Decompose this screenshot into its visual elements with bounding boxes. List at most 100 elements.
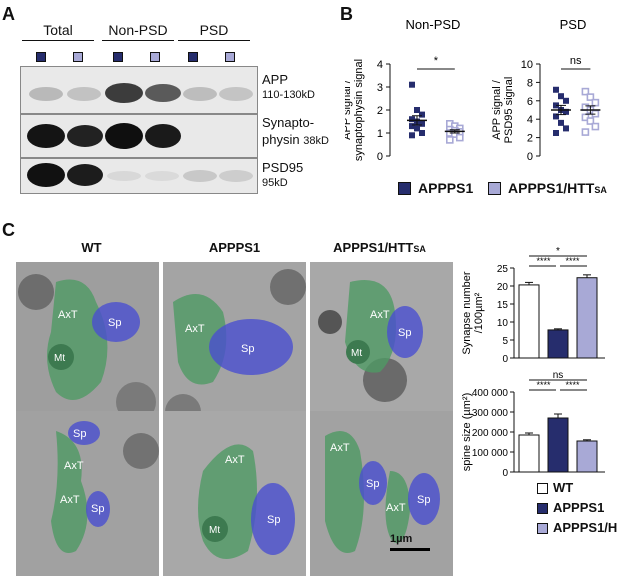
em-label-axt: AxT bbox=[370, 309, 390, 321]
y-tick-label: 2 bbox=[377, 105, 383, 117]
bar-2 bbox=[576, 440, 598, 473]
em-label-sp: Sp bbox=[73, 428, 86, 440]
data-point bbox=[563, 97, 569, 104]
blot-synaptophysin bbox=[20, 114, 258, 158]
data-point bbox=[563, 108, 569, 115]
chart-title: PSD bbox=[560, 18, 587, 32]
legend-b-label-htt: APPPS1/HTTSA bbox=[508, 180, 607, 196]
em-label-axt: AxT bbox=[60, 494, 80, 506]
blot-label-app: APP bbox=[262, 72, 289, 87]
group-line-non-psd bbox=[102, 40, 174, 41]
data-point bbox=[409, 81, 415, 88]
data-point bbox=[414, 107, 420, 113]
bar-1 bbox=[547, 417, 569, 473]
legend-c-label-htt: APPPS1/HTTSA bbox=[553, 520, 617, 535]
em-image-htt-top: AxT Sp Mt bbox=[310, 262, 453, 427]
y-tick-label: 2 bbox=[527, 133, 533, 145]
y-tick-label: 0 bbox=[527, 151, 533, 163]
y-tick-label: 10 bbox=[521, 59, 533, 71]
data-point bbox=[586, 93, 595, 101]
data-point bbox=[581, 128, 590, 136]
em-label-mt: Mt bbox=[209, 525, 220, 536]
group-line-psd bbox=[178, 40, 250, 41]
y-axis-label: /100µm² bbox=[473, 292, 485, 333]
y-axis-label: APP signal / bbox=[491, 79, 503, 140]
significance-label: **** bbox=[565, 380, 580, 390]
legend-c-swatch-wt bbox=[537, 483, 548, 494]
legend-c-swatch-apppps1 bbox=[537, 503, 548, 514]
y-axis-label: APP signal / bbox=[345, 79, 353, 140]
y-tick-label: 6 bbox=[527, 96, 533, 108]
group-non-psd: Non-PSD bbox=[108, 22, 168, 38]
blot-label-synaptophysin-2: physin 38kD bbox=[262, 132, 329, 147]
scale-bar bbox=[390, 548, 430, 551]
data-point bbox=[419, 130, 425, 136]
y-tick-label: 20 bbox=[497, 282, 509, 293]
y-tick-label: 5 bbox=[502, 336, 508, 347]
legend-c-label-apppps1: APPPS1 bbox=[553, 500, 605, 515]
blot-app bbox=[20, 66, 258, 114]
scatter-psd: PSD 0 2 4 6 8 10 APP signal / PSD95 signal ns bbox=[491, 18, 601, 163]
chart-title: Non-PSD bbox=[406, 18, 461, 32]
y-tick-label: 0 bbox=[502, 468, 508, 479]
y-tick-label: 300 000 bbox=[472, 408, 509, 419]
bar-0 bbox=[518, 284, 540, 359]
data-point bbox=[419, 111, 425, 118]
em-label-axt: AxT bbox=[225, 454, 245, 466]
data-point bbox=[558, 119, 564, 126]
em-label-axt: AxT bbox=[330, 442, 350, 454]
y-tick-label: 0 bbox=[502, 354, 508, 365]
data-point bbox=[409, 123, 415, 130]
lane-marker-htt bbox=[150, 52, 160, 62]
bar-1 bbox=[547, 329, 569, 359]
y-tick-label: 4 bbox=[527, 114, 533, 126]
blot-size-psd95: 95kD bbox=[262, 177, 288, 189]
lane-marker-htt bbox=[73, 52, 83, 62]
em-label-axt: AxT bbox=[185, 323, 205, 335]
y-tick-label: 15 bbox=[497, 300, 509, 311]
bar-2 bbox=[576, 277, 598, 359]
em-label-axt: AxT bbox=[58, 309, 78, 321]
lane-marker-htt bbox=[225, 52, 235, 62]
y-tick-label: 100 000 bbox=[472, 448, 509, 459]
significance-label: **** bbox=[536, 256, 551, 266]
group-psd: PSD bbox=[199, 22, 229, 38]
data-point bbox=[586, 117, 595, 125]
y-tick-label: 3 bbox=[377, 82, 383, 94]
y-axis-label: PSD95 signal bbox=[503, 77, 515, 144]
data-point bbox=[563, 125, 569, 132]
blot-psd95 bbox=[20, 158, 258, 194]
data-point bbox=[591, 98, 600, 107]
y-tick-label: 1 bbox=[377, 128, 383, 140]
panel-c-letter: C bbox=[2, 220, 15, 240]
data-point bbox=[553, 113, 559, 120]
em-label-axt: AxT bbox=[386, 502, 406, 514]
em-label-sp: Sp bbox=[366, 478, 379, 490]
y-tick-label: 25 bbox=[497, 264, 509, 275]
data-point bbox=[409, 132, 415, 139]
y-tick-label: 8 bbox=[527, 77, 533, 89]
blot-size-app: 110-130kD bbox=[262, 89, 315, 101]
legend-b-swatch-htt bbox=[488, 182, 501, 195]
lane-marker-apppps1 bbox=[36, 52, 46, 62]
legend-b-label-apppps1: APPPS1 bbox=[418, 180, 474, 196]
significance-label: ns bbox=[570, 55, 582, 67]
em-image-wt-top: AxT Sp Mt bbox=[16, 262, 159, 427]
em-label-sp: Sp bbox=[108, 317, 121, 329]
y-tick-label: 4 bbox=[377, 59, 383, 71]
column-wt: WT bbox=[81, 240, 102, 255]
em-image-apppps1-top: AxT Sp bbox=[163, 262, 306, 427]
em-label-sp: Sp bbox=[267, 514, 280, 526]
panel-a-letter: A bbox=[2, 4, 15, 24]
em-label-sp: Sp bbox=[91, 503, 104, 515]
significance-label: * bbox=[556, 246, 560, 257]
group-line-total bbox=[22, 40, 94, 41]
data-point bbox=[409, 116, 415, 123]
significance-label: ns bbox=[553, 370, 564, 381]
panel-b-letter: B bbox=[340, 4, 353, 24]
legend-c-label-wt: WT bbox=[553, 480, 574, 495]
data-point bbox=[419, 120, 425, 127]
y-tick-label: 400 000 bbox=[472, 388, 509, 399]
em-label-axt: AxT bbox=[64, 460, 84, 472]
